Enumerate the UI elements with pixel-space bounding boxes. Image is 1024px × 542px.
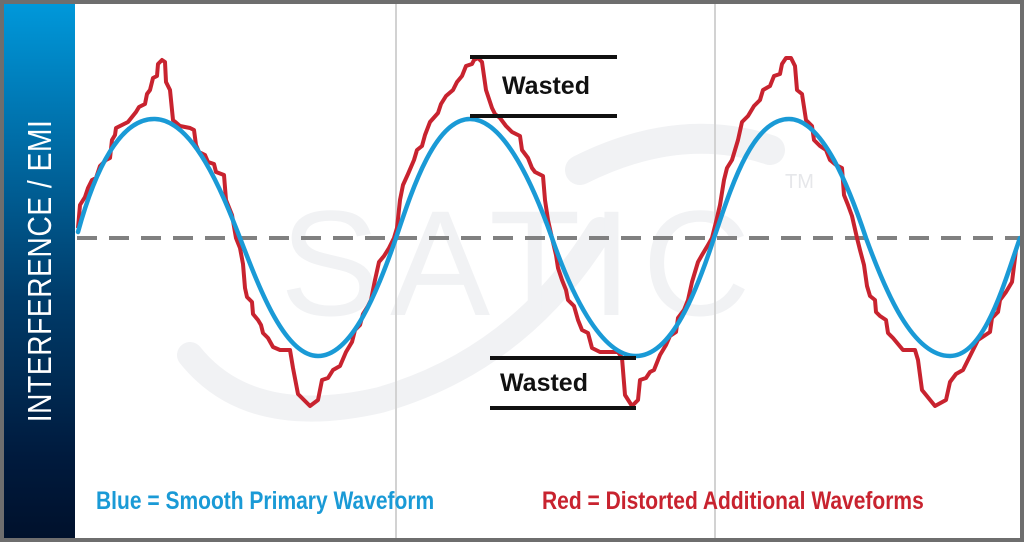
blue-smooth-waveform <box>75 116 1020 359</box>
wasted-label-bottom: Wasted <box>500 369 588 397</box>
svg-text:TM: TM <box>785 171 814 193</box>
waveform-plot: SATIC TM <box>75 4 1020 538</box>
legend-blue: Blue = Smooth Primary Waveform <box>96 487 435 515</box>
diagram-frame: INTERFERENCE / EMI SATIC TM Wasted Waste… <box>4 4 1020 538</box>
sidebar-axis-label-panel: INTERFERENCE / EMI <box>4 4 75 538</box>
satic-watermark-logo: SATIC TM <box>177 123 814 422</box>
wasted-label-top: Wasted <box>502 72 590 100</box>
legend-red: Red = Distorted Additional Waveforms <box>542 487 924 515</box>
svg-text:SATIC: SATIC <box>280 179 761 347</box>
